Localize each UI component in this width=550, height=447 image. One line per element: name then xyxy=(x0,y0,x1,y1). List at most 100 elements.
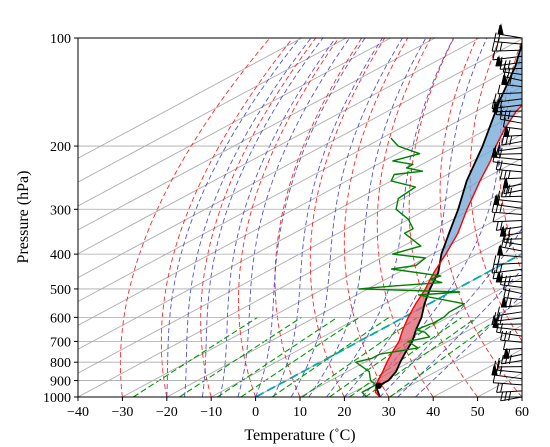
wind-barb-flag xyxy=(499,41,503,52)
isotherm-line xyxy=(78,38,480,255)
wind-barb xyxy=(491,41,523,52)
wind-barb-flag xyxy=(497,312,501,322)
wind-barb-flag xyxy=(496,383,500,393)
wind-barb-flag xyxy=(493,32,497,42)
x-tick-label: 60 xyxy=(515,405,529,420)
wind-barb-flag xyxy=(492,152,496,162)
isotherm-line xyxy=(388,324,522,397)
isotherm-line xyxy=(521,396,522,397)
sounding-profiles xyxy=(355,40,522,397)
wind-barb-flag xyxy=(497,32,501,42)
wind-barb xyxy=(497,306,523,317)
wind-barb-flag xyxy=(492,212,496,222)
wind-barb xyxy=(502,62,523,76)
moist-adiabat-line xyxy=(379,227,522,397)
wind-barb-pennant xyxy=(495,55,502,67)
wind-barb xyxy=(503,288,523,301)
wind-barb-flag xyxy=(499,110,503,120)
wind-barb-flag xyxy=(495,221,499,231)
wind-barb-staff xyxy=(493,369,523,374)
lcl-marker xyxy=(375,382,382,389)
wind-barb-flag xyxy=(499,323,503,333)
wind-barb-staff xyxy=(500,396,523,402)
wind-barb-flag xyxy=(493,255,497,265)
wind-barb xyxy=(501,187,523,198)
isotherm-line xyxy=(344,301,522,397)
y-tick-label: 600 xyxy=(50,311,71,326)
wind-barb-flag xyxy=(502,117,506,127)
wind-barb xyxy=(493,93,523,103)
x-tick-label: −20 xyxy=(156,405,178,420)
wind-barb-flag xyxy=(508,331,512,341)
wind-barb xyxy=(492,373,523,386)
isotherm-line xyxy=(166,205,522,397)
y-tick-label: 800 xyxy=(50,356,71,371)
wind-barb-staff xyxy=(500,177,523,180)
isotherm-line xyxy=(78,62,522,303)
x-tick-label: −40 xyxy=(67,405,89,420)
wind-barb-flag xyxy=(491,99,495,109)
dry-adiabat-line xyxy=(274,38,363,397)
isotherm-line xyxy=(78,157,522,397)
wind-barb-pennant xyxy=(491,146,498,158)
cape-cin-shading xyxy=(375,43,522,397)
wind-barb-staff xyxy=(492,211,523,215)
x-tick-label: 20 xyxy=(337,405,351,420)
wind-barb-pennant xyxy=(493,193,500,205)
y-tick-label: 1000 xyxy=(43,391,71,406)
wind-barb-flag xyxy=(501,187,505,197)
wind-barb-flag xyxy=(496,357,500,368)
wind-barb-staff xyxy=(500,118,523,124)
wind-barb-pennant xyxy=(502,176,509,189)
wind-barb-flag xyxy=(499,315,503,325)
wind-barb-flag xyxy=(499,147,503,158)
isotherm-lines xyxy=(78,38,522,397)
wind-barb xyxy=(492,100,523,113)
isotherm-line xyxy=(210,229,522,397)
wind-barb xyxy=(502,280,523,295)
wind-barb xyxy=(495,160,523,173)
wind-barb-flag xyxy=(497,145,501,155)
wind-barb-pennant xyxy=(500,296,508,308)
x-tick-label: −30 xyxy=(111,405,133,420)
wind-barb xyxy=(503,125,523,137)
cape-area xyxy=(375,264,440,397)
wind-barb-flag xyxy=(499,169,503,180)
wind-barb-flag xyxy=(507,227,511,237)
wind-barb xyxy=(493,193,523,209)
wind-barb xyxy=(497,84,523,95)
wind-barb-pennant xyxy=(492,100,499,113)
wind-barbs xyxy=(491,23,523,402)
wind-barb-flag xyxy=(495,263,499,274)
wind-barb-flag xyxy=(504,354,508,364)
moist-adiabat-line xyxy=(272,38,383,397)
wind-barb-flag xyxy=(500,331,504,341)
wind-barb xyxy=(495,55,523,67)
dewpoint-line xyxy=(355,137,466,397)
wind-barb-staff xyxy=(492,49,523,52)
y-tick-label: 900 xyxy=(50,375,71,390)
wind-barb xyxy=(500,296,523,308)
wind-barb-staff xyxy=(491,268,523,274)
wind-barb xyxy=(495,271,523,283)
wind-barb-flag xyxy=(499,203,503,213)
wind-barb-flag xyxy=(503,169,507,180)
wind-barb-pennant xyxy=(497,23,504,35)
wind-barb-flag xyxy=(495,323,499,333)
wind-barb-staff xyxy=(501,246,523,252)
mixing-ratio-line xyxy=(329,316,444,397)
wind-barb-flag xyxy=(492,269,496,279)
wind-barb xyxy=(499,110,523,124)
wind-barb-flag xyxy=(500,391,504,401)
wind-barb-flag xyxy=(509,75,513,85)
wind-barb xyxy=(493,255,523,265)
wind-barb-flag xyxy=(493,312,497,322)
wind-barb-staff xyxy=(501,195,523,198)
wind-barb-staff xyxy=(501,359,523,365)
wind-barb xyxy=(500,331,523,343)
wind-barb-flag xyxy=(507,275,511,285)
y-tick-label: 100 xyxy=(50,32,71,47)
wind-barb-flag xyxy=(502,280,506,290)
wind-barb xyxy=(491,203,523,215)
wind-barb-flag xyxy=(499,60,503,70)
